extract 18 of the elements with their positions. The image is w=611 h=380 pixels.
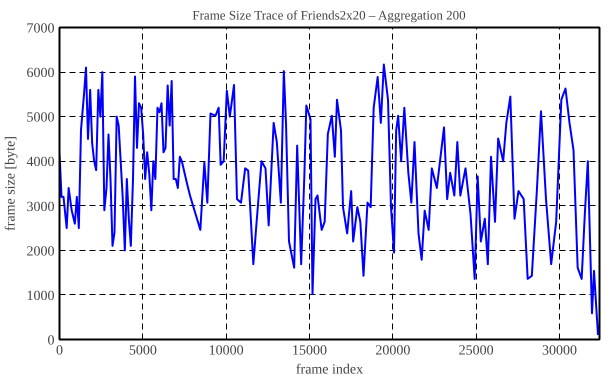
y-tick-label: 6000 (26, 66, 54, 82)
y-tick-label: 4000 (26, 155, 54, 170)
y-axis-title: frame size [byte] (4, 136, 18, 231)
y-tick-label: 5000 (26, 110, 54, 126)
y-tick-label: 0 (48, 334, 54, 348)
y-tick-label: 1000 (26, 288, 54, 304)
y-tick-label: 3000 (26, 200, 54, 215)
x-tick-label: 10000 (208, 344, 244, 358)
x-tick-label: 25000 (458, 344, 494, 358)
chart-title: Frame Size Trace of Friends2x20 – Aggregation 200 (192, 8, 466, 22)
y-tick-label: 2000 (26, 244, 54, 260)
x-tick-label: 20000 (375, 344, 410, 358)
x-tick-label: 30000 (542, 344, 577, 358)
x-tick-label: 5000 (128, 344, 157, 358)
line-series (60, 63, 599, 336)
x-axis-title: frame index (296, 362, 364, 378)
x-tick-label: 15000 (292, 344, 327, 358)
y-tick-label: 7000 (26, 22, 54, 36)
